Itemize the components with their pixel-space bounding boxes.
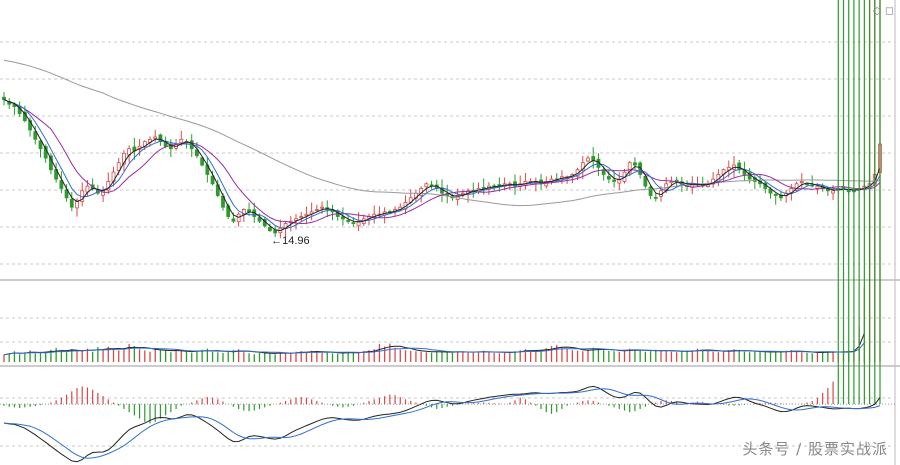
candle-body bbox=[424, 183, 429, 188]
candle-body bbox=[64, 189, 69, 199]
candle-body bbox=[69, 199, 74, 208]
candle-body bbox=[304, 213, 309, 216]
ma10-line bbox=[3, 99, 881, 225]
candle-body bbox=[153, 136, 158, 139]
candle-body bbox=[33, 131, 38, 140]
candle-body bbox=[257, 217, 262, 222]
candle-body bbox=[513, 181, 517, 187]
candle-body bbox=[805, 183, 809, 186]
macd-dea-line bbox=[3, 388, 881, 459]
candle-body bbox=[59, 180, 64, 189]
candle-body bbox=[2, 96, 6, 100]
candle-body bbox=[773, 193, 778, 196]
candle-body bbox=[591, 156, 596, 161]
candle-body bbox=[617, 178, 622, 184]
low-price-label: ←14.96 bbox=[271, 235, 310, 247]
candle-body bbox=[737, 162, 742, 171]
candle-body bbox=[643, 175, 648, 187]
candle-body bbox=[38, 140, 43, 150]
candle-body bbox=[268, 226, 272, 231]
candle-body bbox=[168, 143, 173, 150]
candle-body bbox=[231, 218, 236, 222]
candle-body bbox=[481, 187, 486, 189]
candle-body bbox=[200, 157, 205, 166]
candle-body bbox=[122, 152, 126, 165]
watermark: 头条号 / 股票实战派 bbox=[742, 440, 888, 458]
candle-body bbox=[299, 216, 304, 218]
candle-body bbox=[158, 134, 163, 143]
candle-body bbox=[356, 220, 361, 227]
ma5-line bbox=[3, 99, 881, 229]
candle-body bbox=[612, 179, 616, 182]
candle-body bbox=[653, 196, 658, 199]
candle-body bbox=[606, 176, 611, 180]
candle-body bbox=[580, 162, 585, 171]
candle-body bbox=[799, 181, 804, 184]
candle-body bbox=[460, 192, 465, 195]
candle-body bbox=[195, 149, 199, 157]
candle-body bbox=[346, 220, 351, 222]
macd-dif-line bbox=[3, 385, 881, 463]
candle-body bbox=[179, 138, 184, 144]
candle-body bbox=[648, 186, 653, 196]
candle-body bbox=[341, 216, 345, 220]
candle-body bbox=[210, 175, 215, 185]
candle-body bbox=[320, 206, 324, 209]
candle-body bbox=[779, 194, 783, 199]
candle-body bbox=[75, 199, 79, 209]
candle-body bbox=[815, 185, 820, 189]
candle-body bbox=[116, 162, 121, 171]
candle-body bbox=[664, 183, 669, 190]
candle-body bbox=[627, 162, 632, 174]
candle-body bbox=[294, 218, 298, 221]
volume-ma10-line bbox=[3, 342, 865, 356]
candle-body bbox=[586, 157, 590, 162]
price-panel bbox=[2, 92, 882, 239]
moving-averages bbox=[3, 59, 881, 232]
candle-body bbox=[831, 190, 835, 194]
candle-body bbox=[236, 213, 241, 223]
volume-ma5-line bbox=[3, 333, 865, 356]
candle-body bbox=[351, 222, 356, 225]
ma3-line bbox=[3, 99, 881, 232]
candle-body bbox=[273, 229, 278, 234]
candle-body bbox=[638, 162, 643, 175]
window-control-icons[interactable]: ◇ ◻ bbox=[872, 4, 894, 17]
candle-body bbox=[314, 209, 319, 211]
candle-body bbox=[633, 162, 637, 166]
annotations: ←14.96 bbox=[271, 235, 310, 247]
